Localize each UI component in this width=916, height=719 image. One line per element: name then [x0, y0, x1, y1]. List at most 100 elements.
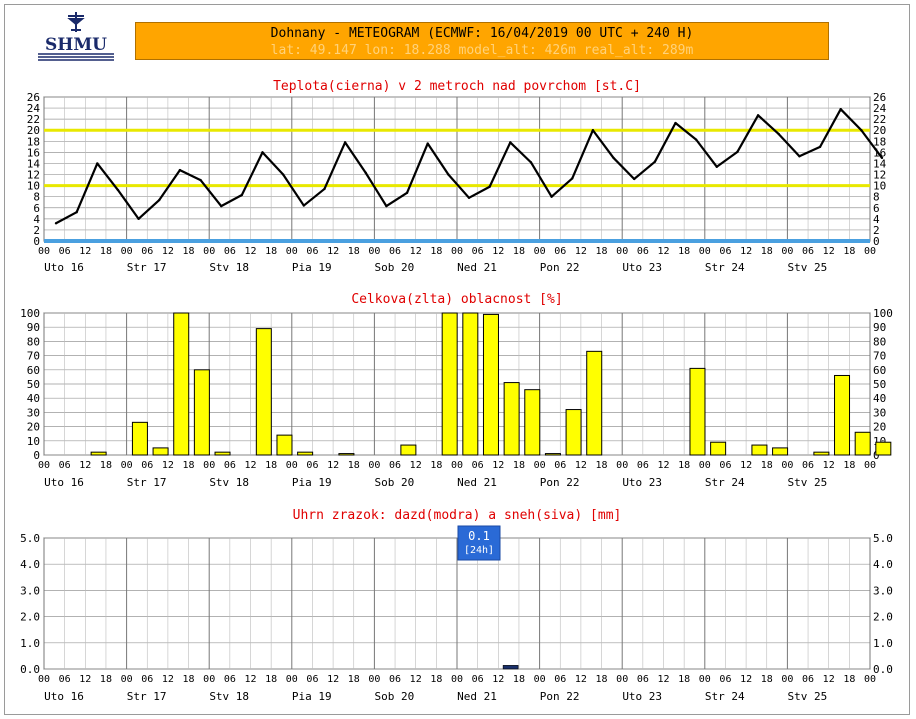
cloud-bar	[834, 374, 851, 456]
cloud-bar	[751, 444, 768, 456]
day-label: Uto 23	[622, 261, 662, 274]
cloud-bar	[255, 328, 272, 456]
y-tick-label-right: 100	[873, 307, 893, 320]
day-label: Stv 25	[788, 476, 828, 489]
x-tick-label: 18	[761, 674, 773, 685]
x-tick-label: 18	[761, 460, 773, 471]
x-tick-label: 12	[657, 246, 669, 257]
day-label: Stv 25	[788, 690, 828, 703]
x-tick-label: 00	[121, 674, 133, 685]
x-tick-label: 06	[802, 674, 814, 685]
x-tick-label: 12	[79, 460, 91, 471]
x-tick-label: 00	[368, 460, 380, 471]
y-tick-label-right: 60	[873, 364, 886, 377]
temperature-point	[591, 129, 595, 132]
cloud-bar	[152, 447, 169, 456]
x-tick-label: 00	[121, 246, 133, 257]
x-tick-label: 12	[162, 674, 174, 685]
cloud-bar	[297, 451, 314, 456]
temperature-point	[715, 165, 718, 168]
x-tick-label: 18	[265, 460, 277, 471]
x-tick-label: 18	[100, 674, 112, 685]
day-label: Str 24	[705, 261, 745, 274]
x-tick-label: 06	[306, 460, 318, 471]
x-tick-label: 18	[596, 246, 608, 257]
day-label: Sob 20	[375, 476, 415, 489]
x-tick-label: 06	[59, 460, 71, 471]
temperature-point	[694, 138, 698, 141]
temperature-point	[281, 173, 285, 176]
x-tick-label: 18	[430, 246, 442, 257]
x-tick-label: 18	[678, 674, 690, 685]
x-tick-label: 00	[534, 460, 546, 471]
x-tick-label: 18	[348, 674, 360, 685]
day-label: Stv 18	[209, 261, 249, 274]
x-tick-label: 18	[678, 246, 690, 257]
x-tick-label: 00	[534, 674, 546, 685]
temperature-point	[509, 141, 512, 144]
temperature-point	[447, 173, 450, 176]
x-tick-label: 12	[575, 246, 587, 257]
x-tick-label: 18	[183, 246, 195, 257]
x-tick-label: 12	[162, 246, 174, 257]
x-tick-label: 06	[306, 246, 318, 257]
y-tick-label-right: 22	[873, 113, 886, 126]
x-tick-label: 12	[492, 674, 504, 685]
temperature-point	[220, 204, 223, 208]
y-tick-label-right: 40	[873, 392, 886, 405]
y-tick-label-right: 20	[873, 124, 886, 137]
x-tick-label: 18	[843, 460, 855, 471]
y-tick-label-right: 0	[873, 235, 880, 248]
x-tick-label: 06	[59, 674, 71, 685]
temperature-point	[178, 168, 182, 172]
x-tick-label: 12	[575, 674, 587, 685]
cloud-bar	[193, 369, 210, 456]
x-tick-label: 06	[472, 674, 484, 685]
temperature-point	[364, 171, 367, 175]
temperature-point	[240, 193, 244, 197]
y-tick-label-right: 6	[873, 202, 880, 215]
x-tick-label: 06	[637, 674, 649, 685]
y-tick-label-right: 50	[873, 378, 886, 391]
y-tick-label-right: 5.0	[873, 532, 893, 545]
location-info: lat: 49.147 lon: 18.288 model_alt: 426m …	[270, 43, 694, 58]
day-label: Pia 19	[292, 261, 332, 274]
x-tick-label: 18	[513, 246, 525, 257]
y-tick-label-right: 4	[873, 213, 880, 226]
day-label: Uto 23	[622, 476, 662, 489]
x-tick-label: 12	[823, 246, 835, 257]
temperature-point	[261, 151, 264, 154]
x-tick-label: 00	[203, 460, 215, 471]
x-tick-label: 12	[244, 460, 256, 471]
x-tick-label: 00	[286, 246, 298, 257]
temperature-point	[860, 129, 863, 132]
temperature-point	[880, 156, 884, 160]
y-tick-label-right: 30	[873, 406, 886, 419]
y-tick-label-right: 2	[873, 224, 880, 237]
y-tick-label-right: 20	[873, 421, 886, 434]
y-tick-label: 20	[27, 124, 40, 137]
cloud-bar	[131, 421, 148, 456]
x-tick-label: 12	[79, 674, 91, 685]
y-tick-label-right: 1.0	[873, 637, 893, 650]
day-label: Str 24	[705, 476, 745, 489]
temperature-point	[302, 204, 305, 207]
meteogram-title: Dohnany - METEOGRAM (ECMWF: 16/04/2019 0…	[270, 26, 694, 41]
day-label: Uto 16	[44, 476, 84, 489]
x-tick-label: 00	[286, 460, 298, 471]
x-tick-label: 12	[79, 246, 91, 257]
temperature-point	[323, 187, 326, 191]
meteogram-header: Dohnany - METEOGRAM (ECMWF: 16/04/2019 0…	[135, 22, 829, 60]
x-tick-label: 00	[616, 460, 628, 471]
temperature-point	[199, 178, 202, 182]
cloud-bar	[462, 312, 479, 456]
x-tick-label: 00	[203, 674, 215, 685]
chart-title: Teplota(cierna) v 2 metroch nad povrchom…	[273, 79, 641, 94]
x-tick-label: 12	[823, 460, 835, 471]
day-label: Pon 22	[540, 690, 580, 703]
cloud-bar	[565, 409, 582, 456]
temperature-point	[385, 204, 388, 208]
day-label: Ned 21	[457, 476, 497, 489]
x-tick-label: 00	[864, 674, 876, 685]
x-tick-label: 06	[554, 246, 566, 257]
